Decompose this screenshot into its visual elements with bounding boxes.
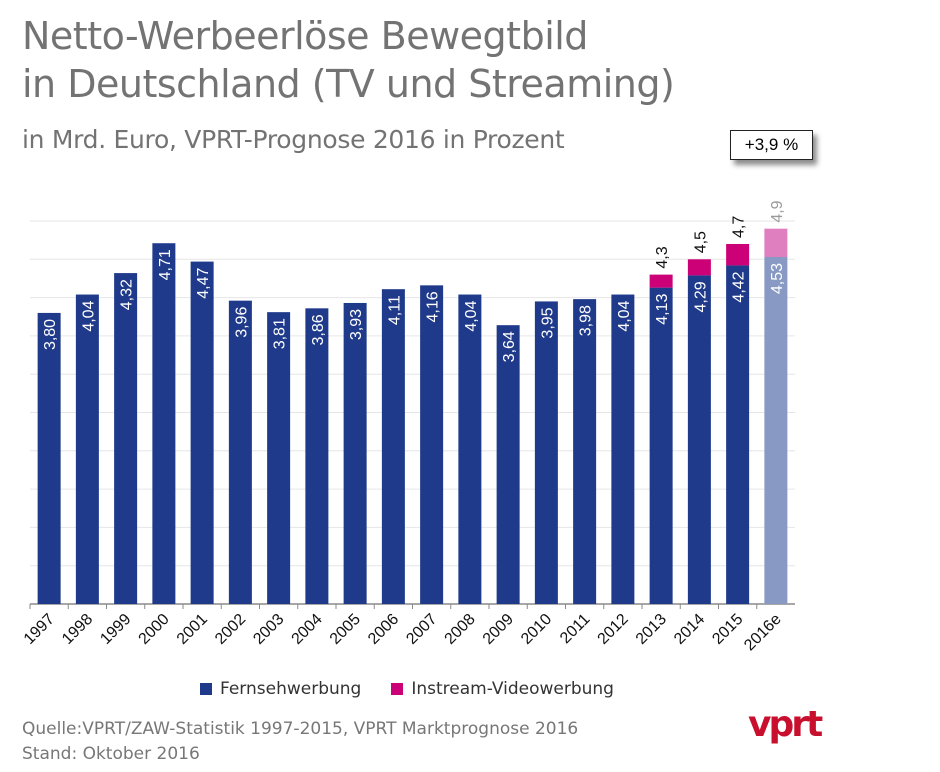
bar-tv-1997 (37, 312, 61, 604)
data-label-2011: 3,98 (578, 305, 595, 336)
bar-tv-2015 (726, 265, 750, 604)
vprt-logo-mark: vprt (748, 704, 826, 745)
data-label-1998: 4,04 (80, 300, 97, 331)
bar-tv-2006 (381, 289, 405, 604)
category-label-1998: 1998 (59, 611, 96, 648)
category-label-2002: 2002 (212, 611, 249, 648)
category-label-2009: 2009 (480, 611, 517, 648)
category-label-2014: 2014 (671, 611, 708, 648)
bar-tv-2005 (343, 302, 367, 604)
total-label-2014: 4,5 (692, 231, 709, 253)
bar-tv-2016e (764, 257, 788, 604)
source-note: Quelle:VPRT/ZAW-Statistik 1997-2015, VPR… (22, 717, 578, 767)
growth-callout: +3,9 % (730, 130, 813, 160)
category-label-2005: 2005 (327, 611, 364, 648)
data-label-2014: 4,29 (692, 281, 709, 312)
category-label-2010: 2010 (518, 611, 555, 648)
category-label-2004: 2004 (289, 611, 326, 648)
bar-tv-2000 (152, 243, 176, 605)
data-label-2010: 3,95 (539, 307, 556, 338)
data-label-2012: 4,04 (616, 300, 633, 331)
category-label-2011: 2011 (557, 611, 593, 647)
bar-tv-2014 (687, 275, 711, 604)
bar-tv-2007 (420, 285, 444, 604)
bar-tv-2012 (611, 294, 635, 604)
bar-tv-2004 (305, 308, 329, 604)
data-label-1999: 4,32 (119, 279, 136, 310)
total-label-2013: 4,3 (654, 246, 671, 268)
data-label-2013: 4,13 (654, 294, 671, 325)
vprt-logo: vprt (748, 704, 840, 750)
vprt-logo-text: vprt (748, 706, 823, 745)
chart-legend: Fernsehwerbung Instream-Videowerbung (200, 679, 614, 699)
category-label-2007: 2007 (403, 611, 440, 648)
data-label-2007: 4,16 (425, 291, 442, 322)
data-label-2003: 3,81 (272, 318, 289, 349)
total-label-2016e: 4,9 (769, 200, 786, 222)
category-label-2012: 2012 (595, 611, 632, 648)
data-label-2000: 4,71 (157, 249, 174, 280)
data-label-2006: 4,11 (386, 295, 403, 325)
legend-swatch-tv (200, 683, 212, 695)
category-label-2016e: 2016e (741, 611, 785, 655)
title-line-1: Netto-Werbeerlöse Bewegtbild (22, 14, 588, 58)
bar-tv-2010 (534, 301, 558, 604)
category-label-2003: 2003 (250, 611, 287, 648)
data-label-2015: 4,42 (731, 271, 748, 302)
legend-label-instream: Instream-Videowerbung (411, 679, 614, 699)
data-label-2005: 3,93 (348, 309, 365, 340)
data-label-2001: 4,47 (195, 267, 212, 298)
category-label-2001: 2001 (174, 611, 211, 648)
bar-instream-2014 (687, 259, 711, 276)
chart-title: Netto-Werbeerlöse Bewegtbild in Deutschl… (22, 12, 675, 108)
data-label-2009: 3,64 (501, 331, 518, 362)
bar-tv-2002 (228, 300, 252, 604)
data-label-2016e: 4,53 (769, 263, 786, 294)
total-label-2015: 4,7 (731, 216, 748, 238)
bar-tv-1998 (75, 294, 99, 604)
data-label-2004: 3,86 (310, 314, 327, 345)
category-label-1997: 1997 (21, 611, 58, 648)
category-label-2008: 2008 (442, 611, 479, 648)
data-label-2008: 4,04 (463, 300, 480, 331)
bar-tv-2003 (267, 312, 291, 604)
bar-instream-2015 (726, 243, 750, 266)
date-line: Stand: Oktober 2016 (22, 744, 200, 764)
bar-tv-2013 (649, 287, 673, 604)
bar-tv-2001 (190, 261, 214, 604)
category-label-2000: 2000 (136, 611, 173, 648)
legend-item-instream: Instream-Videowerbung (391, 679, 614, 699)
bar-tv-2008 (458, 294, 482, 604)
chart-subtitle: in Mrd. Euro, VPRT-Prognose 2016 in Proz… (22, 125, 565, 154)
category-label-2013: 2013 (633, 611, 670, 648)
bar-tv-2009 (496, 325, 520, 604)
data-label-1997: 3,80 (42, 319, 59, 350)
category-label-1999: 1999 (97, 611, 134, 648)
bar-instream-2016e (764, 228, 788, 258)
bar-tv-2011 (573, 299, 597, 604)
title-line-2: in Deutschland (TV und Streaming) (22, 62, 675, 106)
legend-item-tv: Fernsehwerbung (200, 679, 361, 699)
bar-instream-2013 (649, 274, 673, 288)
source-line: Quelle:VPRT/ZAW-Statistik 1997-2015, VPR… (22, 719, 579, 739)
bar-tv-1999 (114, 273, 138, 604)
legend-label-tv: Fernsehwerbung (220, 679, 362, 699)
legend-swatch-instream (391, 683, 404, 695)
category-label-2006: 2006 (365, 611, 402, 648)
data-label-2002: 3,96 (233, 307, 250, 338)
